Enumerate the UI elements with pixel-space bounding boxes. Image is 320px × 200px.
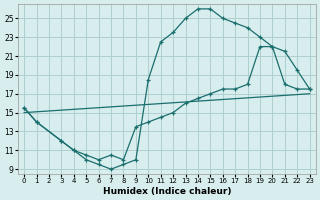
- X-axis label: Humidex (Indice chaleur): Humidex (Indice chaleur): [103, 187, 231, 196]
